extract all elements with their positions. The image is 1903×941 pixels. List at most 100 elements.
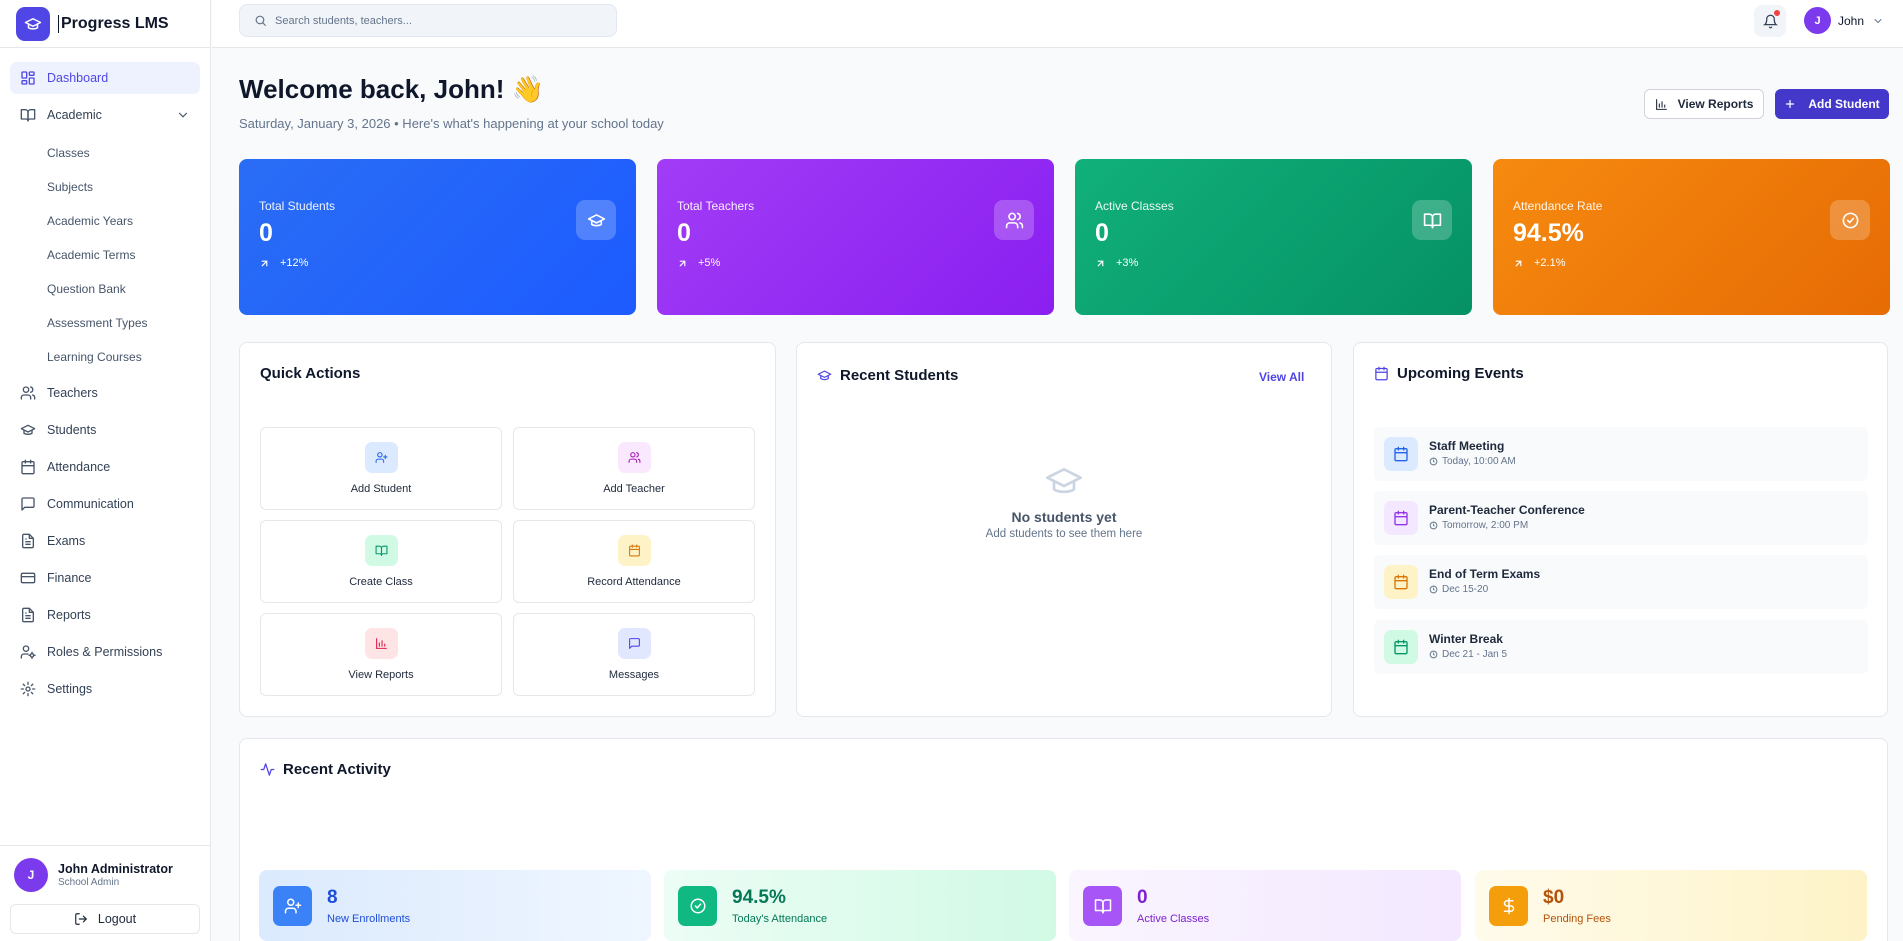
- empty-title: No students yet: [1011, 509, 1117, 525]
- check-circle-icon: [689, 897, 707, 915]
- add-student-button[interactable]: Add Student: [1775, 89, 1889, 119]
- sidebar-item-attendance[interactable]: Attendance: [10, 451, 200, 483]
- view-reports-button[interactable]: View Reports: [1644, 89, 1764, 119]
- search-input[interactable]: [275, 14, 605, 27]
- panel-title: Quick Actions: [260, 365, 361, 382]
- trend-up-icon: [1513, 258, 1524, 269]
- sidebar-item-label: Communication: [47, 497, 134, 511]
- activity-card-todays-attendance: 94.5% Today's Attendance: [664, 870, 1056, 941]
- sidebar-item-dashboard[interactable]: Dashboard: [10, 62, 200, 94]
- act-label: New Enrollments: [327, 913, 411, 925]
- recent-students-panel: Recent Students View All No students yet…: [796, 342, 1332, 717]
- act-icon: [273, 886, 312, 926]
- search-box[interactable]: [239, 4, 617, 37]
- book-open-icon: [375, 544, 388, 557]
- notifications-button[interactable]: [1754, 5, 1786, 37]
- sidebar-subitem-assessment-types[interactable]: Assessment Types: [47, 316, 148, 330]
- stat-label: Total Students: [259, 199, 336, 213]
- sidebar-item-exams[interactable]: Exams: [10, 525, 200, 557]
- calendar-icon: [628, 544, 641, 557]
- event-time: Dec 15-20: [1429, 584, 1488, 595]
- user-plus-icon: [375, 451, 388, 464]
- current-user[interactable]: J John Administrator School Admin: [10, 856, 200, 894]
- quick-action-view-reports[interactable]: View Reports: [260, 613, 502, 696]
- stat-trend: +3%: [1095, 257, 1452, 269]
- sidebar-item-roles-permissions[interactable]: Roles & Permissions: [10, 636, 200, 668]
- sidebar-item-reports[interactable]: Reports: [10, 599, 200, 631]
- event-item[interactable]: Winter Break Dec 21 - Jan 5: [1374, 620, 1868, 674]
- notification-dot: [1774, 10, 1780, 16]
- user-plus-icon: [284, 897, 302, 915]
- sidebar-item-academic[interactable]: Academic: [10, 99, 200, 131]
- quick-action-record-attendance[interactable]: Record Attendance: [513, 520, 755, 603]
- quick-action-create-class[interactable]: Create Class: [260, 520, 502, 603]
- plus-icon: [1784, 98, 1796, 110]
- event-item[interactable]: End of Term Exams Dec 15-20: [1374, 555, 1868, 609]
- sidebar-subitem-classes[interactable]: Classes: [47, 146, 90, 160]
- qa-icon: [365, 442, 398, 473]
- stat-trend-value: +12%: [280, 257, 309, 269]
- view-all-link[interactable]: View All: [1259, 370, 1305, 384]
- users-icon: [628, 451, 641, 464]
- quick-action-messages[interactable]: Messages: [513, 613, 755, 696]
- event-time-text: Dec 21 - Jan 5: [1442, 649, 1508, 660]
- bell-icon: [1762, 14, 1778, 29]
- sidebar-subitem-academic-terms[interactable]: Academic Terms: [47, 248, 136, 262]
- calendar-icon: [1393, 639, 1409, 655]
- sidebar-subitem-question-bank[interactable]: Question Bank: [47, 282, 126, 296]
- quick-action-add-teacher[interactable]: Add Teacher: [513, 427, 755, 510]
- qa-label: Add Student: [350, 483, 412, 495]
- avatar: J: [1804, 7, 1831, 34]
- app-name: Progress LMS: [58, 14, 169, 33]
- act-value: 94.5%: [732, 887, 786, 908]
- event-item[interactable]: Staff Meeting Today, 10:00 AM: [1374, 427, 1868, 481]
- panel-title: Recent Activity: [260, 761, 391, 778]
- chevron-down-icon: [1872, 15, 1884, 27]
- avatar: J: [14, 858, 48, 892]
- quick-actions-panel: Quick Actions Add Student Add Teacher Cr…: [239, 342, 776, 717]
- event-icon: [1384, 437, 1418, 471]
- event-title: Winter Break: [1429, 632, 1503, 646]
- user-meta: John Administrator School Admin: [58, 862, 173, 888]
- quick-action-add-student[interactable]: Add Student: [260, 427, 502, 510]
- logout-icon: [74, 912, 88, 926]
- stat-label: Total Teachers: [677, 199, 755, 213]
- trend-up-icon: [677, 258, 688, 269]
- qa-label: View Reports: [348, 669, 414, 681]
- sidebar-item-settings[interactable]: Settings: [10, 673, 200, 705]
- graduation-cap-icon: [797, 461, 1331, 501]
- sidebar-item-students[interactable]: Students: [10, 414, 200, 446]
- activity-card-active-classes: 0 Active Classes: [1069, 870, 1461, 941]
- graduation-cap-icon: [587, 211, 606, 230]
- stat-value: 94.5%: [1513, 219, 1584, 247]
- event-title: Staff Meeting: [1429, 439, 1505, 453]
- logout-button[interactable]: Logout: [10, 904, 200, 934]
- qa-icon: [618, 442, 651, 473]
- panel-title: Recent Students: [817, 367, 958, 384]
- event-icon: [1384, 630, 1418, 664]
- sidebar-item-teachers[interactable]: Teachers: [10, 377, 200, 409]
- act-label: Active Classes: [1137, 913, 1210, 925]
- graduation-cap-icon[interactable]: [16, 6, 50, 41]
- event-item[interactable]: Parent-Teacher Conference Tomorrow, 2:00…: [1374, 491, 1868, 545]
- clock-icon: [1429, 585, 1438, 594]
- check-circle-icon: [1841, 211, 1860, 230]
- gear-icon: [20, 681, 36, 697]
- sidebar-item-label: Students: [47, 423, 97, 437]
- stat-card-total-teachers: Total Teachers 0 +5%: [657, 159, 1054, 315]
- event-time-text: Today, 10:00 AM: [1442, 456, 1516, 467]
- act-value: $0: [1543, 887, 1565, 908]
- act-icon: [1489, 886, 1528, 926]
- activity-icon: [260, 762, 275, 777]
- sidebar-subitem-subjects[interactable]: Subjects: [47, 180, 94, 194]
- user-name: John: [1838, 13, 1865, 28]
- sidebar-subitem-academic-years[interactable]: Academic Years: [47, 214, 134, 228]
- user-menu[interactable]: J John: [1804, 7, 1884, 34]
- sidebar-subitem-learning-courses[interactable]: Learning Courses: [47, 350, 142, 364]
- sidebar-item-communication[interactable]: Communication: [10, 488, 200, 520]
- event-time-text: Dec 15-20: [1442, 584, 1489, 595]
- topbar: J John: [212, 0, 1903, 48]
- file-text-icon: [20, 607, 36, 623]
- event-time: Dec 21 - Jan 5: [1429, 649, 1507, 660]
- sidebar-item-finance[interactable]: Finance: [10, 562, 200, 594]
